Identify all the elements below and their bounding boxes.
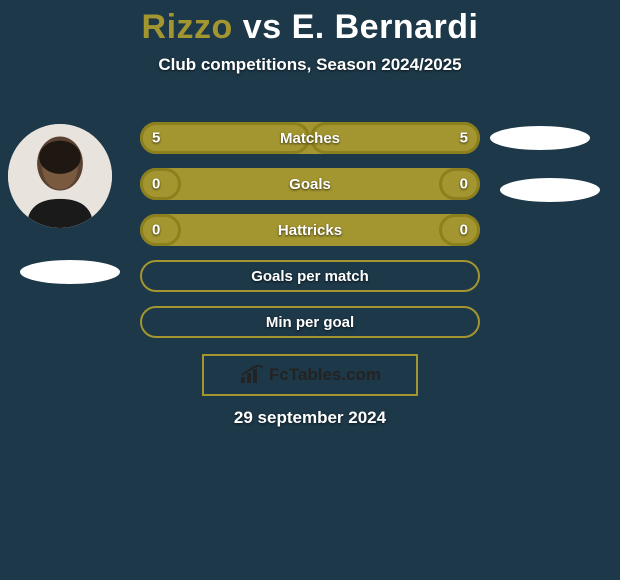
player2-avatar-placeholder [490, 126, 590, 150]
stat-value-right: 5 [460, 130, 468, 147]
player1-shadow-ellipse [20, 260, 120, 284]
watermark-text: FcTables.com [269, 365, 381, 385]
stat-value-left: 5 [152, 130, 160, 147]
stat-fill-left [140, 214, 181, 246]
subtitle: Club competitions, Season 2024/2025 [0, 55, 620, 75]
stat-fill-left [140, 168, 181, 200]
player1-avatar [8, 124, 112, 228]
stat-label: Matches [280, 130, 340, 147]
watermark: FcTables.com [202, 354, 418, 396]
stat-label: Goals per match [251, 268, 369, 285]
player1-name: Rizzo [142, 8, 233, 46]
stat-row: 5 5 Matches [140, 122, 480, 154]
stat-row: 0 0 Goals [140, 168, 480, 200]
stat-value-left: 0 [152, 176, 160, 193]
stat-label: Goals [289, 176, 331, 193]
vs-label: vs [243, 8, 282, 46]
stat-value-right: 0 [460, 176, 468, 193]
stats-panel: 5 5 Matches 0 0 Goals 0 0 Hattricks Goals per mat… [140, 122, 480, 352]
avatar-placeholder-icon [8, 124, 112, 228]
stat-row: 0 0 Hattricks [140, 214, 480, 246]
player2-shadow-ellipse [500, 178, 600, 202]
date-label: 29 september 2024 [0, 408, 620, 428]
stat-label: Hattricks [278, 222, 342, 239]
comparison-title: Rizzo vs E. Bernardi [0, 0, 620, 47]
stat-value-right: 0 [460, 222, 468, 239]
player2-name: E. Bernardi [292, 8, 479, 46]
stat-value-left: 0 [152, 222, 160, 239]
chart-icon [239, 365, 265, 385]
stat-row: Min per goal [140, 306, 480, 338]
stat-row: Goals per match [140, 260, 480, 292]
stat-label: Min per goal [266, 314, 354, 331]
